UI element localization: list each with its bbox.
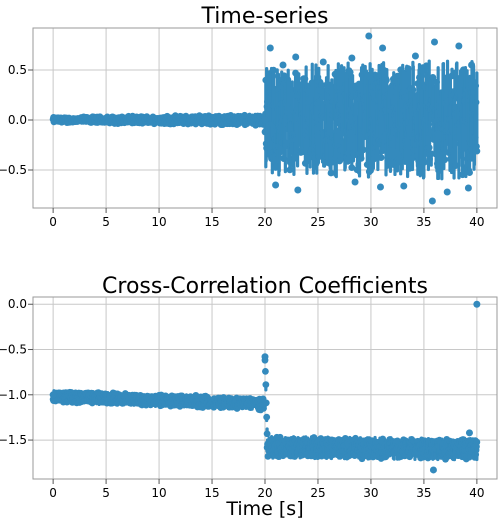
data-point (272, 181, 280, 189)
x-tick-label: 40 (469, 486, 484, 500)
x-tick-label: 5 (102, 215, 110, 229)
y-axis-ticks: −1.5 −1.0 −0.5 0.0 (0, 297, 33, 447)
data-point (443, 188, 451, 196)
data-point (49, 391, 57, 399)
x-tick-label: 0 (49, 215, 57, 229)
x-tick-label: 30 (363, 486, 378, 500)
data-point (376, 183, 384, 191)
data-point (379, 44, 387, 52)
data-point (351, 178, 359, 186)
data-point (465, 429, 473, 437)
x-tick-label: 25 (310, 486, 325, 500)
chart-title: Time-series (201, 4, 329, 29)
x-tick-label: 20 (257, 486, 272, 500)
data-point (473, 300, 481, 308)
data-points (49, 300, 481, 474)
x-tick-label: 15 (204, 215, 219, 229)
data-point (292, 53, 300, 61)
data-points (49, 32, 481, 205)
time-series-panel: Time-series 0 5 10 15 20 25 30 35 40 −0.5 0.0 0.5 (0, 4, 498, 229)
data-point (400, 182, 408, 190)
y-tick-label: 0.0 (8, 297, 27, 311)
data-point (261, 116, 269, 124)
x-tick-label: 5 (102, 486, 110, 500)
x-tick-label: 0 (49, 486, 57, 500)
x-axis-label: Time [s] (225, 498, 303, 520)
data-point (319, 58, 327, 66)
x-tick-label: 25 (310, 215, 325, 229)
x-tick-label: 35 (416, 215, 431, 229)
x-axis-ticks: 0 5 10 15 20 25 30 35 40 (49, 208, 485, 229)
data-point (279, 61, 287, 69)
y-tick-label: −1.5 (0, 433, 27, 447)
x-tick-label: 30 (363, 215, 378, 229)
y-tick-label: 0.0 (8, 113, 27, 127)
x-tick-label: 40 (469, 215, 484, 229)
x-axis-ticks: 0 5 10 15 20 25 30 35 40 (49, 479, 485, 500)
y-tick-label: −0.5 (0, 343, 27, 357)
data-point (464, 184, 472, 192)
cross-correlation-panel: Cross-Correlation Coefficients 0 5 10 15 20 2… (0, 274, 498, 520)
data-point (468, 61, 476, 69)
y-tick-label: 0.5 (8, 63, 27, 77)
y-axis-ticks: −0.5 0.0 0.5 (0, 63, 33, 177)
data-point (411, 52, 419, 60)
x-tick-label: 10 (151, 486, 166, 500)
x-tick-label: 35 (416, 486, 431, 500)
x-tick-label: 10 (151, 215, 166, 229)
data-point (266, 44, 274, 52)
data-point (428, 197, 436, 205)
data-point (348, 54, 356, 62)
y-tick-label: −1.0 (0, 388, 27, 402)
data-point (429, 466, 437, 474)
data-point (431, 38, 438, 46)
x-tick-label: 15 (204, 486, 219, 500)
data-point (261, 353, 269, 361)
data-point (365, 32, 373, 40)
x-tick-label: 20 (257, 215, 272, 229)
chart-title: Cross-Correlation Coefficients (102, 274, 428, 299)
data-point (294, 186, 302, 194)
data-point (455, 42, 463, 50)
y-tick-label: −0.5 (0, 163, 27, 177)
